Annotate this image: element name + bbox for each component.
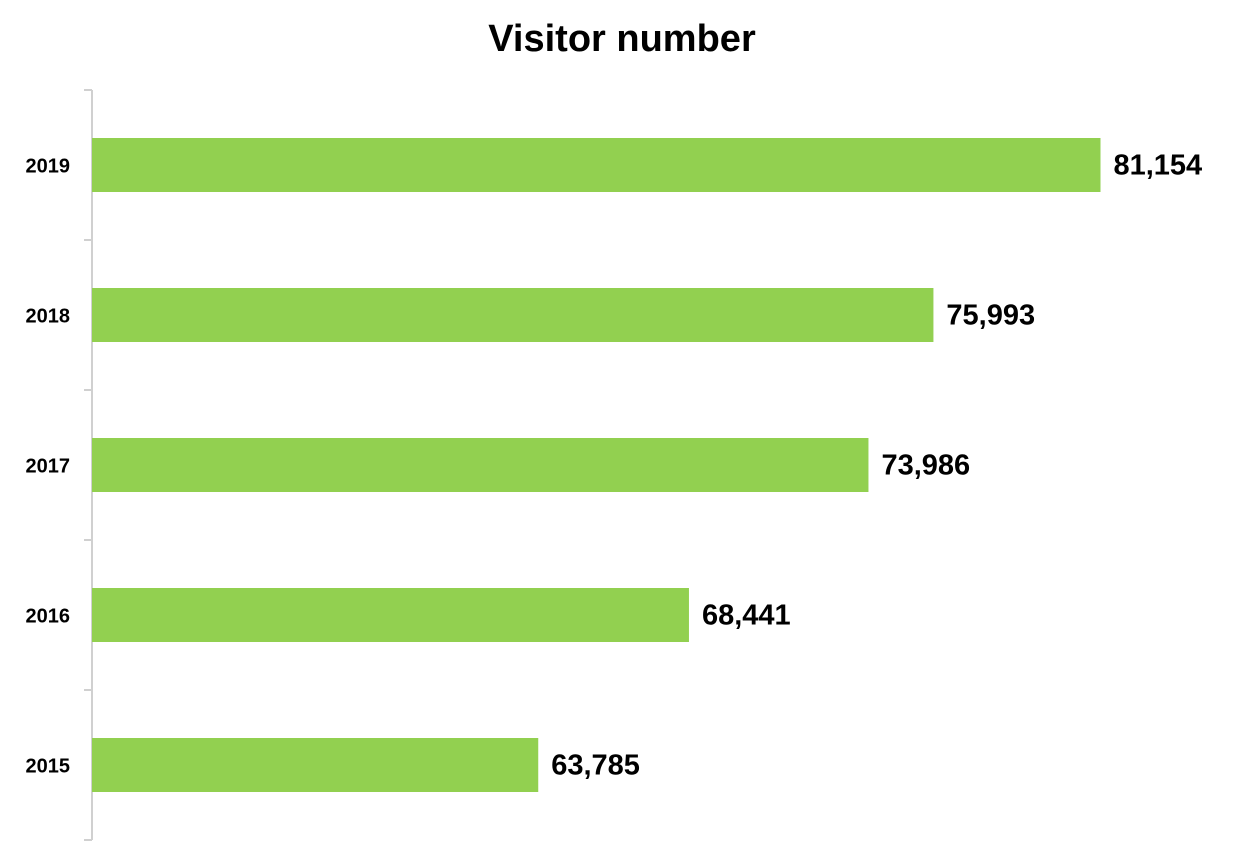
bar [92, 288, 934, 342]
bar [92, 588, 689, 642]
y-tick-label: 2017 [26, 455, 71, 477]
y-tick-label: 2018 [26, 305, 71, 327]
y-tick-label: 2016 [26, 605, 71, 627]
y-tick-label: 2015 [26, 755, 71, 777]
data-label: 68,441 [702, 600, 791, 632]
bar [92, 138, 1101, 192]
data-label: 73,986 [881, 450, 970, 482]
bar [92, 738, 539, 792]
chart-title: Visitor number [488, 18, 756, 60]
data-label: 81,154 [1113, 150, 1202, 182]
data-label: 63,785 [551, 750, 640, 782]
data-label: 75,993 [946, 300, 1035, 332]
bar [92, 438, 869, 492]
y-tick-label: 2019 [26, 155, 71, 177]
